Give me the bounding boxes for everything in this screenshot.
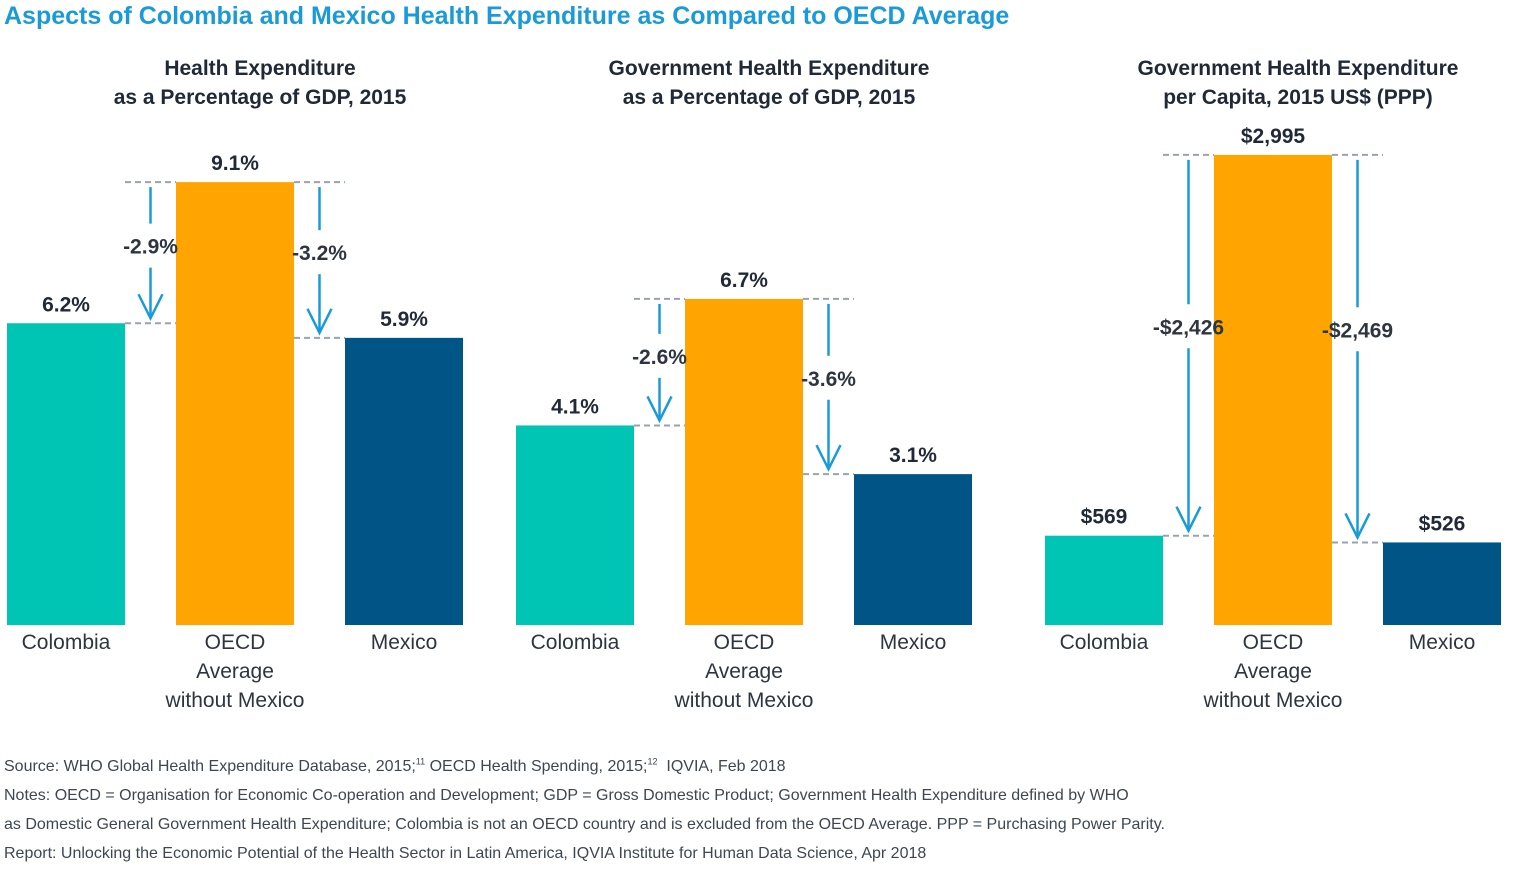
category-label-oecd: OECD bbox=[1243, 631, 1304, 654]
notes-line-1: Notes: OECD = Organisation for Economic … bbox=[4, 787, 1129, 804]
category-label-oecd: OECD bbox=[714, 631, 775, 654]
difference-label-colombia: -2.9% bbox=[123, 236, 178, 259]
value-label-colombia: 6.2% bbox=[42, 293, 90, 316]
chart-plot: 6.2% 9.1% 5.9% Colombia OECD Average without M… bbox=[7, 152, 463, 712]
footnotes: Source: WHO Global Health Expenditure Da… bbox=[4, 752, 1524, 868]
difference-arrowhead-mexico bbox=[1344, 512, 1371, 541]
bar-colombia bbox=[516, 425, 634, 625]
chart-plot: $569 $2,995 $526 Colombia OECD Average without… bbox=[1045, 125, 1501, 712]
category-label-oecd: Average bbox=[1234, 660, 1312, 683]
category-label-mexico: Mexico bbox=[1409, 631, 1476, 654]
chart-title-line-2: as a Percentage of GDP, 2015 bbox=[622, 86, 916, 109]
chart-title-line-1: Health Expenditure bbox=[164, 57, 356, 80]
difference-arrowhead-colombia bbox=[137, 293, 164, 322]
difference-arrowhead-colombia bbox=[646, 395, 673, 424]
difference-arrowhead-mexico bbox=[306, 308, 333, 336]
category-label-colombia: Colombia bbox=[531, 631, 620, 654]
difference-label-colombia: -$2,426 bbox=[1153, 316, 1224, 339]
bar-oecd bbox=[176, 182, 294, 625]
bar-oecd bbox=[1214, 154, 1332, 626]
category-label-oecd: Average bbox=[196, 660, 274, 683]
source-text-3: IQVIA, Feb 2018 bbox=[657, 758, 786, 775]
chart-title: Government Health Expenditure per Capita… bbox=[1038, 54, 1532, 112]
difference-arrowhead-colombia bbox=[1175, 506, 1202, 534]
bar-mexico bbox=[1383, 542, 1501, 625]
report-line: Report: Unlocking the Economic Potential… bbox=[4, 845, 927, 862]
chart-health-expenditure-gdp: Health Expenditure as a Percentage of GD… bbox=[0, 52, 520, 722]
bar-oecd bbox=[685, 298, 803, 625]
value-label-mexico: 3.1% bbox=[889, 444, 937, 467]
source-reference-11: 11 bbox=[415, 756, 426, 767]
category-label-mexico: Mexico bbox=[371, 631, 438, 654]
value-label-mexico: $526 bbox=[1419, 512, 1466, 535]
chart-title-line-2: as a Percentage of GDP, 2015 bbox=[113, 86, 407, 109]
category-label-oecd: without Mexico bbox=[165, 689, 305, 712]
chart-title: Health Expenditure as a Percentage of GD… bbox=[0, 54, 520, 112]
value-label-colombia: $569 bbox=[1081, 506, 1128, 529]
chart-government-health-expenditure-gdp: Government Health Expenditure as a Perce… bbox=[509, 52, 1029, 722]
difference-label-colombia: -2.6% bbox=[632, 346, 687, 369]
difference-label-mexico: -3.6% bbox=[801, 368, 856, 391]
category-label-mexico: Mexico bbox=[880, 631, 947, 654]
category-label-colombia: Colombia bbox=[22, 631, 111, 654]
difference-label-mexico: -$2,469 bbox=[1322, 319, 1393, 342]
value-label-oecd: 9.1% bbox=[211, 152, 259, 175]
chart-government-health-expenditure-per-capita: Government Health Expenditure per Capita… bbox=[1038, 52, 1532, 722]
category-label-colombia: Colombia bbox=[1060, 631, 1149, 654]
value-label-mexico: 5.9% bbox=[380, 308, 428, 331]
value-label-oecd: $2,995 bbox=[1241, 125, 1306, 148]
chart-title-line-1: Government Health Expenditure bbox=[608, 57, 930, 80]
page-title: Aspects of Colombia and Mexico Health Ex… bbox=[4, 2, 1010, 30]
bar-mexico bbox=[854, 474, 972, 625]
bar-colombia bbox=[1045, 535, 1163, 625]
source-reference-12: 12 bbox=[647, 756, 658, 767]
chart-title: Government Health Expenditure as a Perce… bbox=[509, 54, 1029, 112]
difference-label-mexico: -3.2% bbox=[292, 242, 347, 265]
category-label-oecd: Average bbox=[705, 660, 783, 683]
category-label-oecd: without Mexico bbox=[674, 689, 814, 712]
source-text-1: Source: WHO Global Health Expenditure Da… bbox=[4, 758, 416, 775]
source-line: Source: WHO Global Health Expenditure Da… bbox=[4, 752, 1524, 781]
value-label-colombia: 4.1% bbox=[551, 395, 599, 418]
difference-arrowhead-mexico bbox=[815, 444, 842, 472]
value-label-oecd: 6.7% bbox=[720, 269, 768, 292]
category-label-oecd: without Mexico bbox=[1203, 689, 1343, 712]
category-label-oecd: OECD bbox=[205, 631, 266, 654]
chart-title-line-2: per Capita, 2015 US$ (PPP) bbox=[1163, 86, 1433, 109]
notes-line-2: as Domestic General Government Health Ex… bbox=[4, 816, 1165, 833]
chart-title-line-1: Government Health Expenditure bbox=[1137, 57, 1459, 80]
source-text-2: OECD Health Spending, 2015; bbox=[425, 758, 648, 775]
bar-mexico bbox=[345, 337, 463, 625]
chart-plot: 4.1% 6.7% 3.1% Colombia OECD Average without M… bbox=[516, 269, 972, 712]
bar-colombia bbox=[7, 323, 125, 625]
